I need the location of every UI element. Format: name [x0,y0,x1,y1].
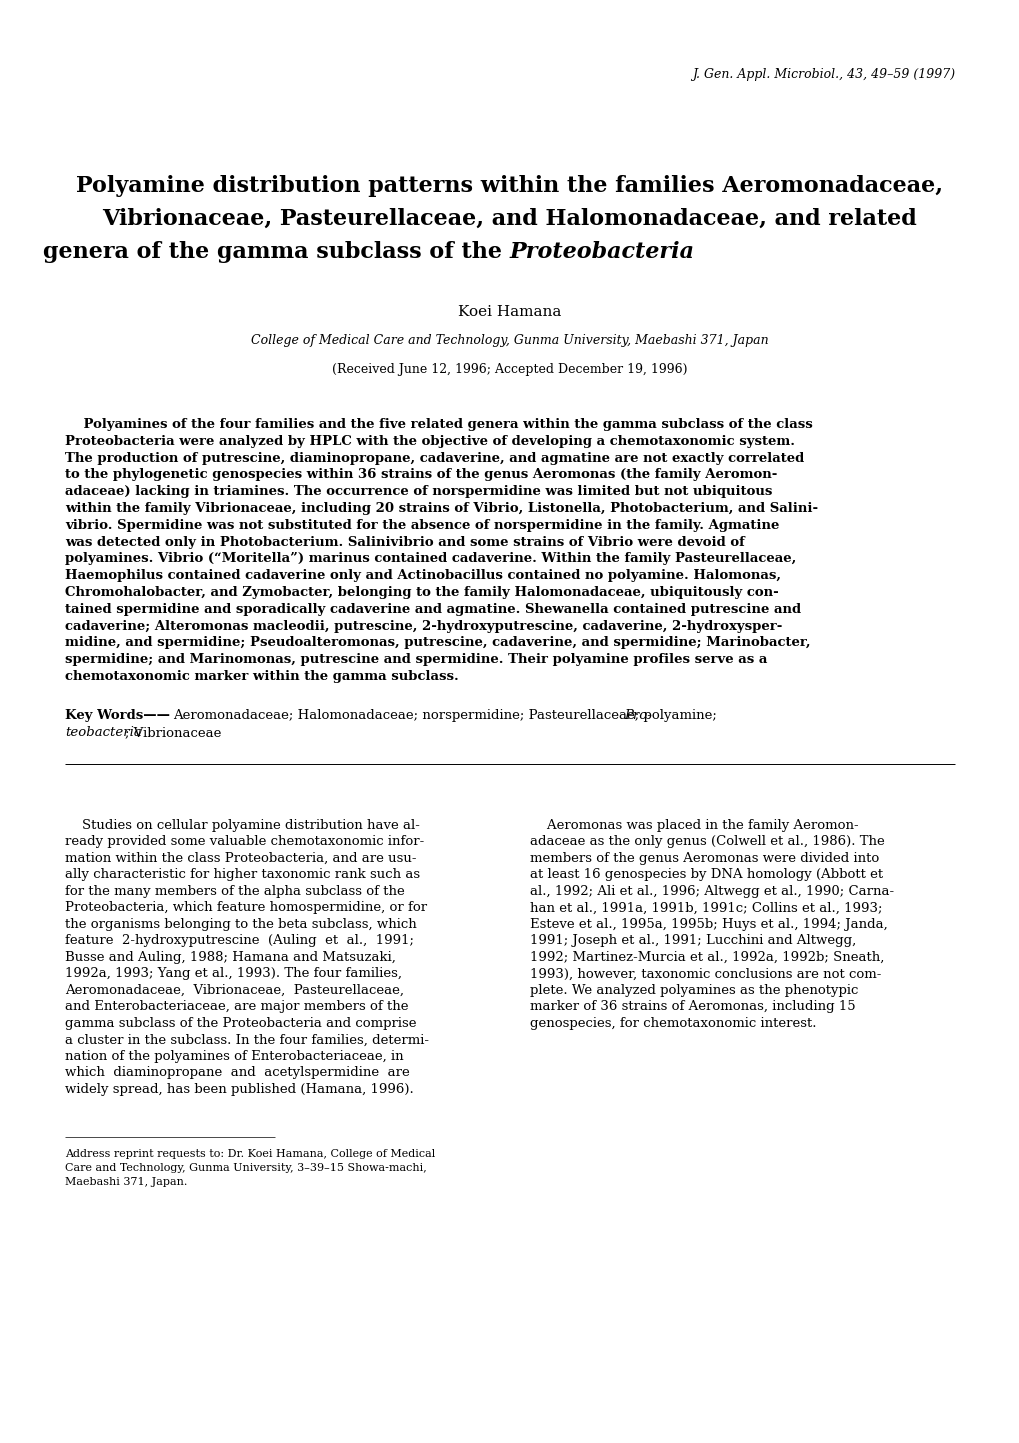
Text: to the phylogenetic genospecies within 36 strains of the genus Aeromonas (the fa: to the phylogenetic genospecies within 3… [65,469,776,482]
Text: marker of 36 strains of Aeromonas, including 15: marker of 36 strains of Aeromonas, inclu… [530,1000,855,1013]
Text: Busse and Auling, 1988; Hamana and Matsuzaki,: Busse and Auling, 1988; Hamana and Matsu… [65,951,395,964]
Text: College of Medical Care and Technology, Gunma University, Maebashi 371, Japan: College of Medical Care and Technology, … [251,333,768,346]
Text: Proteobacteria were analyzed by HPLC with the objective of developing a chemotax: Proteobacteria were analyzed by HPLC wit… [65,434,794,447]
Text: 1993), however, taxonomic conclusions are not com-: 1993), however, taxonomic conclusions ar… [530,967,880,980]
Text: J. Gen. Appl. Microbiol., 43, 49–59 (1997): J. Gen. Appl. Microbiol., 43, 49–59 (199… [691,68,954,81]
Text: Chromohalobacter, and Zymobacter, belonging to the family Halomonadaceae, ubiqui: Chromohalobacter, and Zymobacter, belong… [65,586,777,599]
Text: Polyamine distribution patterns within the families Aeromonadaceae,: Polyamine distribution patterns within t… [76,175,943,198]
Text: Koei Hamana: Koei Hamana [458,304,561,319]
Text: at least 16 genospecies by DNA homology (Abbott et: at least 16 genospecies by DNA homology … [530,869,882,882]
Text: ready provided some valuable chemotaxonomic infor-: ready provided some valuable chemotaxono… [65,835,424,848]
Text: Aeromonadaceae; Halomonadaceae; norspermidine; Pasteurellaceae; polyamine;: Aeromonadaceae; Halomonadaceae; norsperm… [173,709,720,722]
Text: which  diaminopropane  and  acetylspermidine  are: which diaminopropane and acetylspermidin… [65,1066,410,1079]
Text: vibrio. Spermidine was not substituted for the absence of norspermidine in the f: vibrio. Spermidine was not substituted f… [65,519,779,532]
Text: ; Vibrionaceae: ; Vibrionaceae [125,726,221,739]
Text: spermidine; and Marinomonas, putrescine and spermidine. Their polyamine profiles: spermidine; and Marinomonas, putrescine … [65,654,766,667]
Text: widely spread, has been published (Hamana, 1996).: widely spread, has been published (Haman… [65,1082,414,1095]
Text: (Received June 12, 1996; Accepted December 19, 1996): (Received June 12, 1996; Accepted Decemb… [332,364,687,377]
Text: genospecies, for chemotaxonomic interest.: genospecies, for chemotaxonomic interest… [530,1017,815,1030]
Text: feature  2-hydroxyputrescine  (Auling  et  al.,  1991;: feature 2-hydroxyputrescine (Auling et a… [65,934,414,947]
Text: plete. We analyzed polyamines as the phenotypic: plete. We analyzed polyamines as the phe… [530,984,858,997]
Text: genera of the gamma subclass of the: genera of the gamma subclass of the [43,241,510,263]
Text: members of the genus Aeromonas were divided into: members of the genus Aeromonas were divi… [530,851,878,864]
Text: midine, and spermidine; Pseudoalteromonas, putrescine, cadaverine, and spermidin: midine, and spermidine; Pseudoalteromona… [65,636,810,649]
Text: Proteobacteria, which feature homospermidine, or for: Proteobacteria, which feature homospermi… [65,902,427,915]
Text: Vibrionaceae, Pasteurellaceae, and Halomonadaceae, and related: Vibrionaceae, Pasteurellaceae, and Halom… [103,208,916,229]
Text: Key Words——: Key Words—— [65,709,170,722]
Text: nation of the polyamines of Enterobacteriaceae, in: nation of the polyamines of Enterobacter… [65,1051,404,1063]
Text: Polyamines of the four families and the five related genera within the gamma sub: Polyamines of the four families and the … [65,418,812,431]
Text: Pro-: Pro- [624,709,651,722]
Text: ally characteristic for higher taxonomic rank such as: ally characteristic for higher taxonomic… [65,869,420,882]
Text: Address reprint requests to: Dr. Koei Hamana, College of Medical: Address reprint requests to: Dr. Koei Ha… [65,1149,435,1159]
Text: The production of putrescine, diaminopropane, cadaverine, and agmatine are not e: The production of putrescine, diaminopro… [65,452,803,465]
Text: was detected only in Photobacterium. Salinivibrio and some strains of Vibrio wer: was detected only in Photobacterium. Sal… [65,535,744,548]
Text: Esteve et al., 1995a, 1995b; Huys et al., 1994; Janda,: Esteve et al., 1995a, 1995b; Huys et al.… [530,918,887,931]
Text: cadaverine; Alteromonas macleodii, putrescine, 2-hydroxyputrescine, cadaverine, : cadaverine; Alteromonas macleodii, putre… [65,619,782,632]
Text: 1992a, 1993; Yang et al., 1993). The four families,: 1992a, 1993; Yang et al., 1993). The fou… [65,967,401,980]
Text: Aeromonas was placed in the family Aeromon-: Aeromonas was placed in the family Aerom… [530,818,858,831]
Text: han et al., 1991a, 1991b, 1991c; Collins et al., 1993;: han et al., 1991a, 1991b, 1991c; Collins… [530,902,881,915]
Text: 1991; Joseph et al., 1991; Lucchini and Altwegg,: 1991; Joseph et al., 1991; Lucchini and … [530,934,855,947]
Text: chemotaxonomic marker within the gamma subclass.: chemotaxonomic marker within the gamma s… [65,670,459,683]
Text: Proteobacteria: Proteobacteria [510,241,694,263]
Text: for the many members of the alpha subclass of the: for the many members of the alpha subcla… [65,885,405,898]
Text: 1992; Martinez-Murcia et al., 1992a, 1992b; Sneath,: 1992; Martinez-Murcia et al., 1992a, 199… [530,951,883,964]
Text: Haemophilus contained cadaverine only and Actinobacillus contained no polyamine.: Haemophilus contained cadaverine only an… [65,569,781,582]
Text: tained spermidine and sporadically cadaverine and agmatine. Shewanella contained: tained spermidine and sporadically cadav… [65,603,800,616]
Text: a cluster in the subclass. In the four families, determi-: a cluster in the subclass. In the four f… [65,1033,429,1046]
Text: within the family Vibrionaceae, including 20 strains of Vibrio, Listonella, Phot: within the family Vibrionaceae, includin… [65,502,817,515]
Text: Maebashi 371, Japan.: Maebashi 371, Japan. [65,1177,187,1188]
Text: adaceae) lacking in triamines. The occurrence of norspermidine was limited but n: adaceae) lacking in triamines. The occur… [65,485,771,498]
Text: polyamines. Vibrio (“Moritella”) marinus contained cadaverine. Within the family: polyamines. Vibrio (“Moritella”) marinus… [65,553,796,566]
Text: Studies on cellular polyamine distribution have al-: Studies on cellular polyamine distributi… [65,818,420,831]
Text: and Enterobacteriaceae, are major members of the: and Enterobacteriaceae, are major member… [65,1000,408,1013]
Text: Aeromonadaceae,  Vibrionaceae,  Pasteurellaceae,: Aeromonadaceae, Vibrionaceae, Pasteurell… [65,984,404,997]
Text: the organisms belonging to the beta subclass, which: the organisms belonging to the beta subc… [65,918,417,931]
Text: Care and Technology, Gunma University, 3–39–15 Showa-machi,: Care and Technology, Gunma University, 3… [65,1163,426,1173]
Text: teobacteria: teobacteria [65,726,142,739]
Text: mation within the class Proteobacteria, and are usu-: mation within the class Proteobacteria, … [65,851,416,864]
Text: adaceae as the only genus (Colwell et al., 1986). The: adaceae as the only genus (Colwell et al… [530,835,883,848]
Text: gamma subclass of the Proteobacteria and comprise: gamma subclass of the Proteobacteria and… [65,1017,416,1030]
Text: al., 1992; Ali et al., 1996; Altwegg et al., 1990; Carna-: al., 1992; Ali et al., 1996; Altwegg et … [530,885,894,898]
